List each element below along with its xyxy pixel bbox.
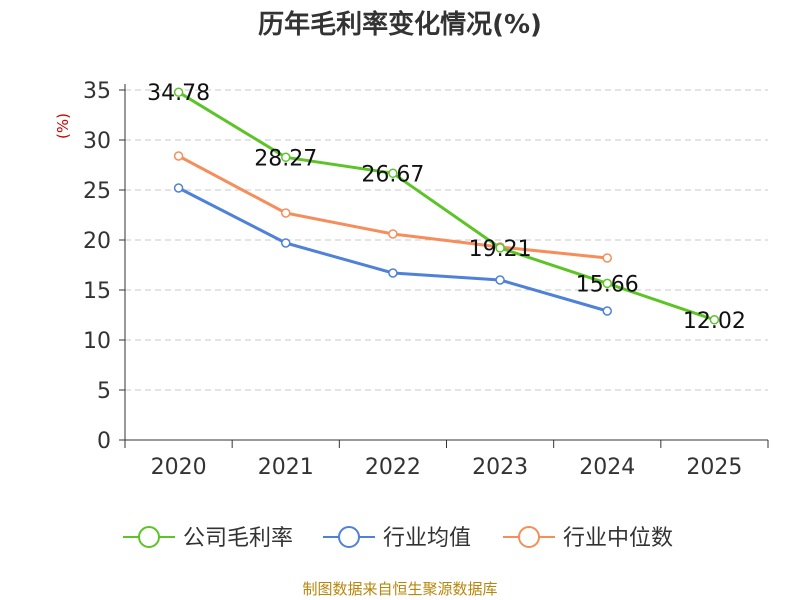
y-tick-label: 5 xyxy=(97,379,111,404)
legend-marker xyxy=(338,526,360,548)
data-label: 12.02 xyxy=(683,309,746,334)
x-tick-label: 2022 xyxy=(365,455,421,480)
data-label: 19.21 xyxy=(469,237,532,262)
x-tick-label: 2021 xyxy=(258,455,314,480)
y-tick-label: 10 xyxy=(83,329,111,354)
data-point xyxy=(281,238,291,248)
legend-label: 公司毛利率 xyxy=(183,526,293,551)
data-label: 26.67 xyxy=(361,162,424,187)
y-tick-label: 15 xyxy=(83,279,111,304)
data-point xyxy=(281,152,291,163)
data-point xyxy=(602,253,612,263)
y-axis-label: (%) xyxy=(54,113,72,139)
y-tick-label: 20 xyxy=(83,229,111,254)
data-label: 28.27 xyxy=(254,146,317,171)
y-tick-label: 25 xyxy=(83,179,111,204)
y-tick-label: 0 xyxy=(97,429,111,454)
data-point xyxy=(709,315,720,325)
data-point xyxy=(602,278,612,289)
y-tick-label: 35 xyxy=(83,79,111,104)
x-tick-label: 2020 xyxy=(151,455,207,480)
legend-label: 行业中位数 xyxy=(563,526,673,551)
series-line xyxy=(177,90,715,322)
x-tick-label: 2025 xyxy=(686,455,742,480)
data-point xyxy=(173,87,184,97)
data-point xyxy=(388,168,398,179)
data-point xyxy=(388,268,398,278)
data-point xyxy=(495,243,505,253)
data-point xyxy=(388,229,398,239)
legend-marker xyxy=(138,526,160,548)
data-source-note: 制图数据来自恒生聚源数据库 xyxy=(302,580,498,598)
legend-marker xyxy=(518,526,540,548)
data-label: 34.78 xyxy=(147,81,210,106)
x-tick-label: 2023 xyxy=(472,455,528,480)
data-point xyxy=(173,151,184,161)
series-line xyxy=(177,186,608,313)
data-point xyxy=(602,306,612,316)
chart-title: 历年毛利率变化情况(%) xyxy=(258,10,542,40)
data-point xyxy=(281,208,291,218)
x-tick-label: 2024 xyxy=(579,455,635,480)
data-point xyxy=(495,275,505,285)
legend-label: 行业均值 xyxy=(383,526,471,551)
data-point xyxy=(173,183,184,193)
y-tick-label: 30 xyxy=(83,129,111,154)
data-label: 15.66 xyxy=(576,272,639,297)
